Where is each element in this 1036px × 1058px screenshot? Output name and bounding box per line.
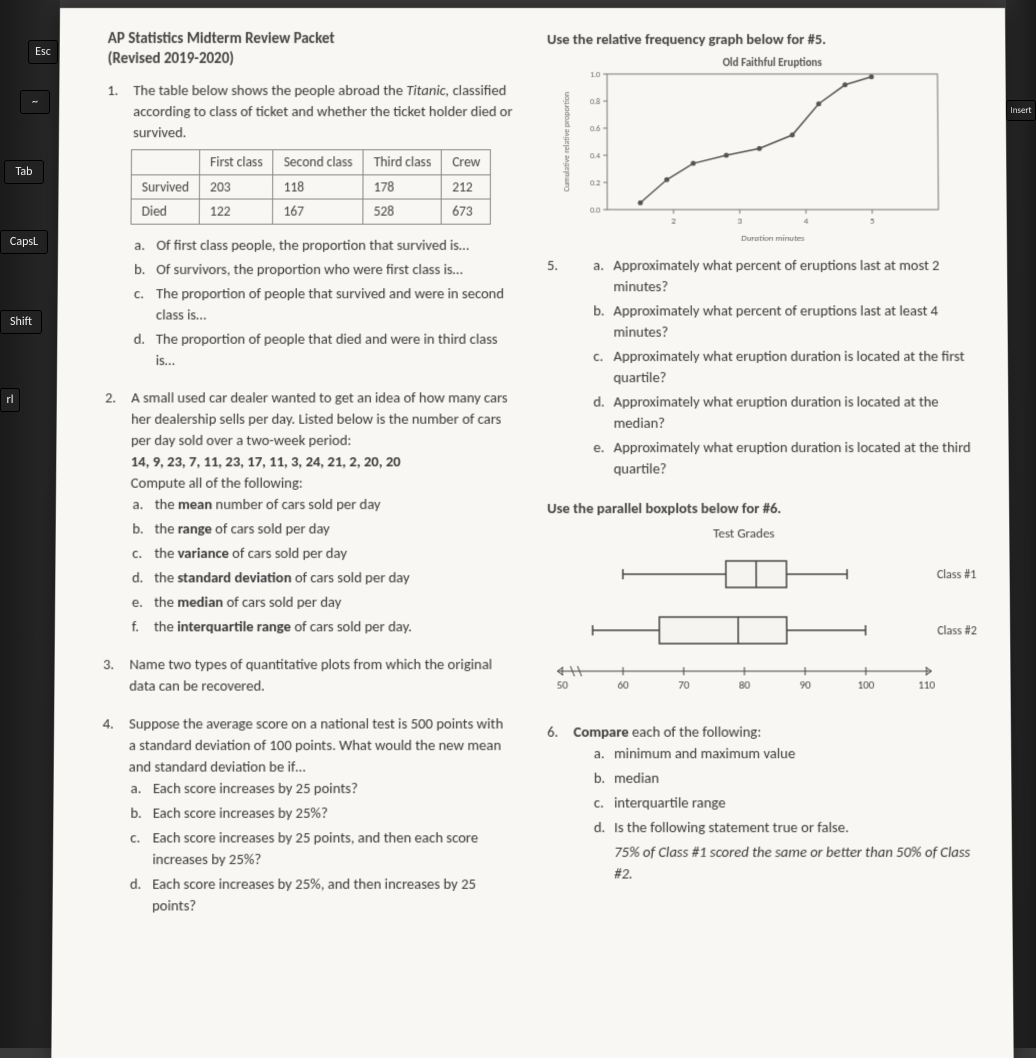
svg-text:Cumulative relative proportion: Cumulative relative proportion <box>562 92 572 192</box>
svg-text:0.8: 0.8 <box>590 97 600 107</box>
boxplot-chart: Test Grades Class #1 Class #2 50 60 70 80 90 100… <box>547 523 982 707</box>
th-blank <box>131 150 199 175</box>
q5-number: 5. <box>547 255 573 483</box>
q4-intro: Suppose the average score on a national … <box>129 713 513 778</box>
svg-text:2: 2 <box>671 216 676 227</box>
svg-text:0.6: 0.6 <box>590 124 600 134</box>
q6d: d.Is the following statement true or fal… <box>594 817 984 839</box>
svg-text:0.2: 0.2 <box>590 178 600 188</box>
th-third: Third class <box>363 150 442 175</box>
q1b: b.Of survivors, the proportion who were … <box>134 259 513 280</box>
worksheet-page: AP Statistics Midterm Review Packet (Rev… <box>51 8 1013 1058</box>
th-first: First class <box>200 150 274 175</box>
q6b: b.median <box>594 768 983 790</box>
svg-text:110: 110 <box>918 679 935 692</box>
svg-text:1.0: 1.0 <box>590 70 600 80</box>
q4b: b.Each score increases by 25%? <box>130 802 512 824</box>
svg-text:0.4: 0.4 <box>590 151 600 161</box>
q1c: c.The proportion of people that survived… <box>134 283 513 325</box>
question-6: 6. Compare each of the following: a.mini… <box>547 722 984 889</box>
question-5: 5. a.Approximately what percent of erupt… <box>547 255 981 483</box>
key-tilde: ~ <box>20 90 50 114</box>
question-3: 3. Name two types of quantitative plots … <box>103 654 513 697</box>
q1-intro: The table below shows the people abroad … <box>133 81 512 141</box>
svg-text:Old Faithful Eruptions: Old Faithful Eruptions <box>723 56 823 69</box>
cell: 528 <box>363 199 442 224</box>
key-insert: Insert <box>1006 100 1036 121</box>
q2-intro: A small used car dealer wanted to get an… <box>131 388 508 449</box>
keyboard-left-edge: Esc ~ Tab CapsL Shift rl <box>0 0 60 1048</box>
cell: 178 <box>363 174 442 199</box>
q2a: a.the mean number of cars sold per day <box>132 494 512 515</box>
key-tab: Tab <box>4 160 44 184</box>
q6d-statement: 75% of Class #1 scored the same or bette… <box>614 842 984 885</box>
key-caps: CapsL <box>0 230 48 254</box>
q6c: c.interquartile range <box>594 792 983 814</box>
q4a: a.Each score increases by 25 points? <box>131 778 513 800</box>
q1d: d.The proportion of people that died and… <box>133 328 512 371</box>
doc-subtitle: (Revised 2019-2020) <box>108 50 513 68</box>
cell: 212 <box>442 174 491 199</box>
key-shift: Shift <box>0 310 42 334</box>
q2c: c.the variance of cars sold per day <box>132 543 513 564</box>
key-ctrl: rl <box>0 388 20 412</box>
cell: 118 <box>273 174 363 199</box>
svg-text:60: 60 <box>617 679 629 692</box>
q5d: d.Approximately what eruption duration i… <box>593 391 980 434</box>
cell: 167 <box>273 199 363 224</box>
svg-text:3: 3 <box>737 216 742 227</box>
q5c: c.Approximately what eruption duration i… <box>593 346 980 389</box>
question-2: 2. A small used car dealer wanted to get… <box>103 387 513 637</box>
th-crew: Crew <box>442 150 491 175</box>
q5a: a.Approximately what percent of eruption… <box>593 255 979 297</box>
q3-text: Name two types of quantitative plots fro… <box>129 654 513 697</box>
svg-text:50: 50 <box>557 679 569 692</box>
q4c: c.Each score increases by 25 points, and… <box>130 827 513 870</box>
key-esc: Esc <box>28 40 58 64</box>
cell: 673 <box>442 199 491 224</box>
q1a: a.Of first class people, the proportion … <box>134 234 513 255</box>
svg-text:90: 90 <box>800 679 812 692</box>
svg-text:0.0: 0.0 <box>590 206 600 216</box>
row-died-label: Died <box>131 199 200 224</box>
svg-text:5: 5 <box>870 216 875 227</box>
th-second: Second class <box>273 150 363 175</box>
q3-number: 3. <box>103 654 130 697</box>
q5e: e.Approximately what eruption duration i… <box>593 437 980 480</box>
q2e: e.the median of cars sold per day <box>132 592 513 613</box>
q1-number: 1. <box>107 80 134 143</box>
q2-compute: Compute all of the following: <box>131 473 303 491</box>
q6-number: 6. <box>547 722 573 889</box>
svg-text:70: 70 <box>678 679 690 692</box>
row-survived-label: Survived <box>131 174 199 199</box>
svg-text:Class #2: Class #2 <box>937 624 977 638</box>
cell: 203 <box>200 174 274 199</box>
svg-text:4: 4 <box>804 216 809 227</box>
svg-text:100: 100 <box>857 679 874 692</box>
q5b: b.Approximately what percent of eruption… <box>593 300 979 342</box>
svg-text:Class #1: Class #1 <box>937 568 977 582</box>
q4d: d.Each score increases by 25%, and then … <box>130 874 513 917</box>
q5-prompt: Use the relative frequency graph below f… <box>547 30 977 48</box>
q2f: f.the interquartile range of cars sold p… <box>132 616 513 637</box>
q6-prompt: Use the parallel boxplots below for #6. <box>547 499 981 517</box>
q2-data: 14, 9, 23, 7, 11, 23, 17, 11, 3, 24, 21,… <box>131 452 401 470</box>
left-column: AP Statistics Midterm Review Packet (Rev… <box>101 30 513 933</box>
svg-text:80: 80 <box>739 679 751 692</box>
q2d: d.the standard deviation of cars sold pe… <box>132 567 513 588</box>
q6a: a.minimum and maximum value <box>594 743 983 765</box>
question-4: 4. Suppose the average score on a nation… <box>101 713 512 917</box>
svg-text:Duration minutes: Duration minutes <box>741 233 805 244</box>
right-column: Use the relative frequency graph below f… <box>547 30 984 933</box>
titanic-table: First class Second class Third class Cre… <box>130 149 491 224</box>
q4-number: 4. <box>102 713 129 778</box>
doc-title: AP Statistics Midterm Review Packet <box>108 30 513 48</box>
question-1: 1. The table below shows the people abro… <box>105 80 513 371</box>
q2-number: 2. <box>104 387 131 494</box>
svg-text:Test Grades: Test Grades <box>713 526 775 541</box>
q2b: b.the range of cars sold per day <box>132 518 513 539</box>
cumulative-frequency-chart: Old Faithful Eruptions 0.0 0.2 0.4 0.6 0.8 1.0… <box>557 54 979 245</box>
cell: 122 <box>199 199 273 224</box>
